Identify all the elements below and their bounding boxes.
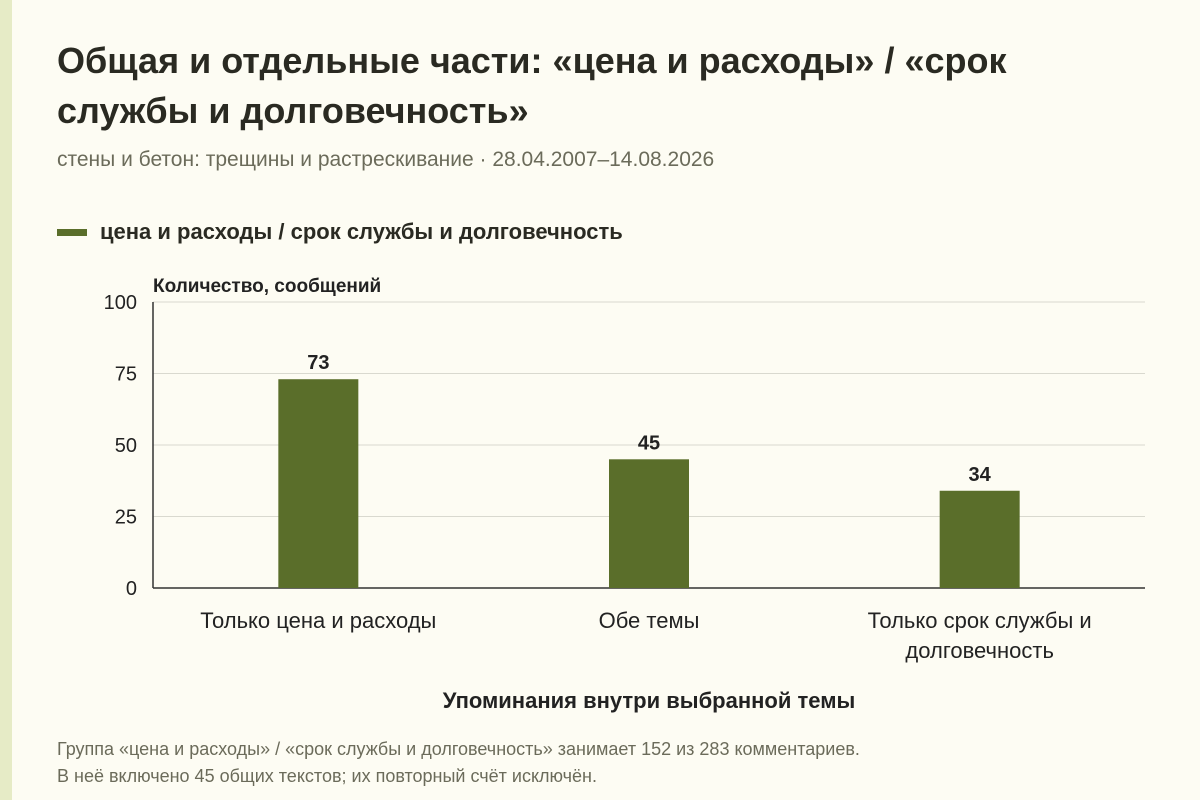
footnote-line-1: Группа «цена и расходы» / «срок службы и…: [57, 739, 860, 759]
x-tick-label: Только цена и расходы: [200, 608, 436, 633]
bar-value-label: 34: [969, 464, 992, 486]
bar-value-label: 73: [307, 352, 329, 374]
chart-title: Общая и отдельные части: «цена и расходы…: [57, 40, 1007, 131]
chart-subtitle: стены и бетон: трещины и растрескивание …: [57, 148, 715, 171]
y-tick-label: 25: [115, 507, 137, 529]
footnote: Группа «цена и расходы» / «срок службы и…: [57, 736, 860, 790]
y-axis-label: Количество, сообщений: [153, 276, 381, 297]
left-accent-stripe: [0, 0, 12, 800]
y-tick-label: 75: [115, 364, 137, 386]
bar-value-label: 45: [638, 432, 660, 454]
bar: [278, 379, 359, 588]
x-tick-label: Обе темы: [599, 608, 700, 633]
legend-swatch: [57, 228, 87, 236]
legend-label: цена и расходы / срок службы и долговечн…: [100, 219, 623, 244]
y-tick-label: 50: [115, 435, 137, 457]
y-tick-label: 100: [104, 292, 137, 314]
bar: [939, 490, 1020, 588]
x-tick-label: Только срок службы и долговечность: [868, 608, 1092, 663]
footnote-line-2: В неё включено 45 общих текстов; их повт…: [57, 766, 597, 786]
legend: цена и расходы / срок службы и долговечн…: [57, 219, 623, 245]
y-tick-label: 0: [126, 578, 137, 600]
bar: [609, 459, 689, 588]
x-axis-label: Упоминания внутри выбранной темы: [443, 688, 856, 713]
